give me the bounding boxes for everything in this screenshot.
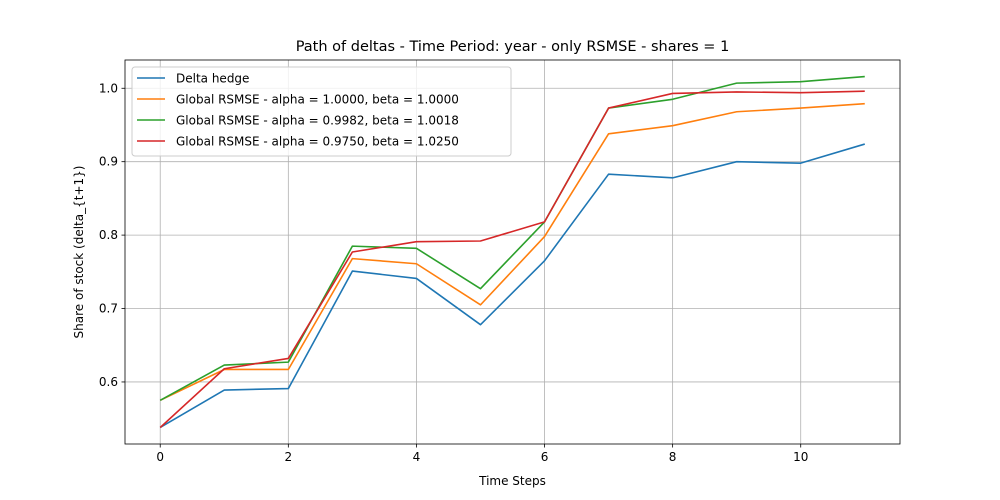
x-axis-label: Time Steps xyxy=(478,474,546,488)
x-tick-label: 0 xyxy=(156,450,164,464)
series-line-3 xyxy=(159,75,865,402)
legend-entry-label: Global RSMSE - alpha = 1.0000, beta = 1.… xyxy=(176,93,459,107)
x-tick-label: 2 xyxy=(285,450,293,464)
x-tick-label: 10 xyxy=(793,450,808,464)
series-line-1 xyxy=(159,143,865,429)
y-tick-label: 0.8 xyxy=(99,228,118,242)
legend-entry-label: Global RSMSE - alpha = 0.9750, beta = 1.… xyxy=(176,135,459,149)
series-lines xyxy=(159,75,865,429)
plot-frame xyxy=(124,59,901,445)
y-tick-label: 0.6 xyxy=(99,375,118,389)
legend: Delta hedge Global RSMSE - alpha = 1.0000… xyxy=(131,66,512,157)
chart-title: Path of deltas - Time Period: year - onl… xyxy=(296,39,730,55)
legend-entry-label: Global RSMSE - alpha = 0.9982, beta = 1.… xyxy=(176,114,459,128)
y-tick-label: 0.7 xyxy=(99,302,118,316)
y-tick-label: 1.0 xyxy=(99,81,118,95)
y-axis-ticks: 0.6 0.7 0.8 0.9 1.0 xyxy=(99,81,125,389)
legend-entry-label: Delta hedge xyxy=(176,72,249,86)
y-axis-label: Share of stock (delta_{t+1}) xyxy=(72,166,86,339)
y-tick-label: 0.9 xyxy=(99,155,118,169)
x-tick-label: 8 xyxy=(669,450,677,464)
legend-box xyxy=(131,66,512,157)
x-tick-label: 6 xyxy=(541,450,549,464)
series-line-4 xyxy=(159,90,865,429)
x-axis-ticks: 0 2 4 6 8 10 xyxy=(156,444,808,464)
x-tick-label: 4 xyxy=(413,450,421,464)
series-line-2 xyxy=(159,102,865,402)
